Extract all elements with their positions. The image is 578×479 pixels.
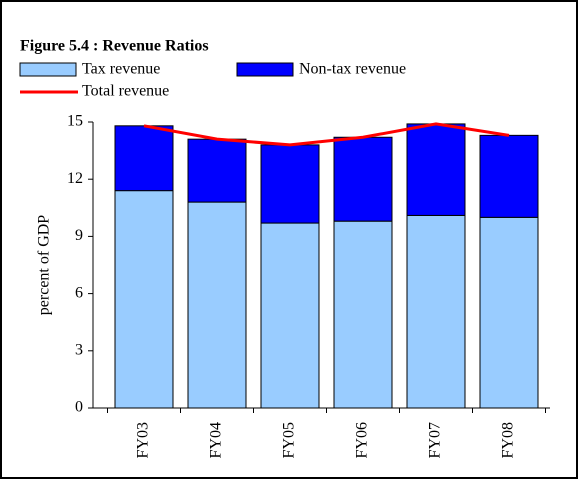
x-tick-label: FY08 <box>500 422 517 458</box>
legend-label: Tax revenue <box>82 61 160 78</box>
bar <box>260 144 320 224</box>
line <box>143 122 510 147</box>
y-tick-label: 6 <box>75 284 83 301</box>
legend-label: Total revenue <box>82 83 169 100</box>
bar <box>406 123 466 216</box>
x-tick-label: FY04 <box>208 422 225 458</box>
bar <box>260 222 320 409</box>
legend-swatch <box>236 62 294 77</box>
x-tick-label: FY03 <box>135 422 152 458</box>
bar <box>114 125 174 192</box>
y-tick-label: 3 <box>75 341 83 358</box>
bar <box>333 220 393 409</box>
bar <box>479 134 539 218</box>
bar <box>333 136 393 222</box>
chart-title: Figure 5.4 : Revenue Ratios <box>20 38 209 55</box>
legend-label: Non-tax revenue <box>299 61 406 78</box>
x-tick-label: FY05 <box>281 422 298 458</box>
y-tick-label: 12 <box>67 170 83 187</box>
y-tick-label: 0 <box>75 399 83 416</box>
x-tick-label: FY07 <box>427 422 444 458</box>
bar <box>187 201 247 409</box>
y-tick-label: 9 <box>75 227 83 244</box>
y-tick-label: 15 <box>67 113 83 130</box>
legend-swatch <box>19 62 77 77</box>
x-tick-label: FY06 <box>354 422 371 458</box>
bar <box>479 216 539 409</box>
bar <box>406 214 466 409</box>
y-axis-label: percent of GDP <box>36 215 53 316</box>
bar <box>114 190 174 409</box>
bar <box>187 138 247 203</box>
